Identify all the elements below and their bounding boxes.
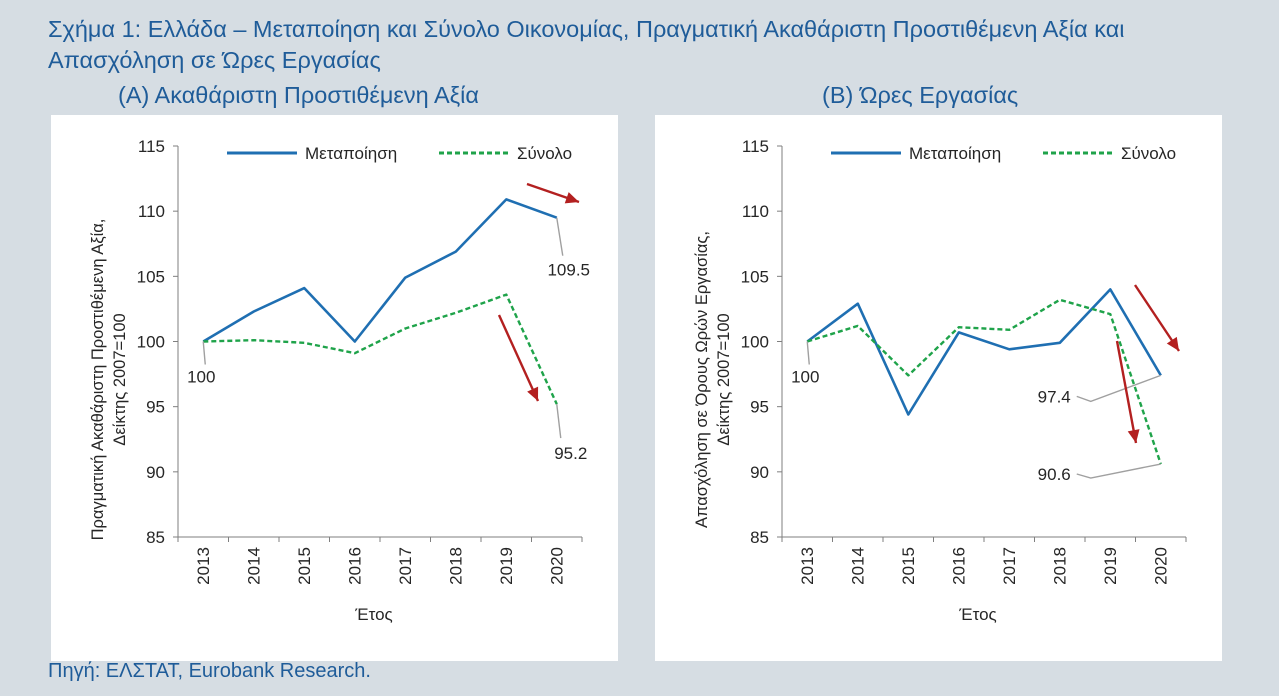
annotation-leader [556,403,562,439]
trend-arrow-shaft [497,314,540,402]
annotation-label: 100 [791,368,819,387]
y-axis-title-line: Δείκτης 2007=100 [111,313,129,445]
annotation-label: 100 [187,368,215,387]
y-axis-title-line: Πραγματική Ακαθάριστη Προστιθέμενη Αξία, [89,219,107,541]
annotation-leader [1076,374,1161,403]
x-tick-label: 2015 [295,547,314,585]
panel-b-title: (Β) Ώρες Εργασίας [822,82,1019,108]
trend-arrow-head [527,386,539,401]
x-tick-label: 2018 [1050,547,1069,585]
y-tick-label: 115 [138,137,165,156]
x-tick-label: 2017 [396,547,415,585]
y-tick-label: 85 [146,528,165,547]
x-tick-label: 2017 [1000,547,1019,585]
x-axis-title: Έτος [958,605,996,624]
legend-label: Σύνολο [1121,144,1176,163]
legend-label: Μεταποίηση [909,144,1001,163]
y-tick-label: 105 [137,267,165,286]
x-tick-label: 2013 [194,547,213,585]
x-tick-label: 2014 [848,547,867,585]
series-line-manufacturing [202,198,558,343]
y-tick-label: 100 [137,333,165,352]
x-tick-label: 2015 [899,547,918,585]
x-tick-label: 2020 [1151,547,1170,585]
series-line-total [203,293,558,405]
series-line-total [806,298,1162,465]
x-tick-label: 2020 [547,547,566,585]
chart-b-svg: 85 90 95 100 105 110 115 2013 2014 2015 2016 2017 20… [693,137,1187,624]
x-tick-label: 2014 [244,547,263,585]
chart-a-svg: 85 90 95 100 105 110 115 2013 2014 2015 2016 2017 20… [89,137,590,624]
y-tick-label: 110 [138,202,165,221]
y-tick-label: 115 [742,137,769,156]
x-tick-label: 2018 [446,547,465,585]
y-tick-label: 85 [750,528,769,547]
annotation-label: 97.4 [1038,387,1071,406]
x-tick-label: 2013 [798,547,817,585]
trend-arrow-head [1166,336,1179,351]
annotation-leader [556,217,564,256]
source-note: Πηγή: ΕΛΣΤΑΤ, Eurobank Research. [48,660,371,682]
annotation-leader [806,341,810,365]
series-line-manufacturing [806,288,1162,416]
y-tick-label: 90 [750,463,769,482]
legend-label: Μεταποίηση [305,144,397,163]
figure-title: Σχήμα 1: Ελλάδα – Μεταποίηση και Σύνολο … [48,16,1125,73]
trend-arrow-head [1127,429,1140,443]
y-tick-label: 95 [146,398,165,417]
trend-arrow-head [564,192,579,204]
annotation-label: 95.2 [554,444,587,463]
y-tick-label: 90 [146,463,165,482]
x-tick-label: 2016 [345,547,364,585]
x-tick-label: 2016 [949,547,968,585]
panel-a: 85 90 95 100 105 110 115 2013 2014 2015 2016 2017 20… [51,115,618,661]
x-tick-label: 2019 [497,547,516,585]
panel-b: 85 90 95 100 105 110 115 2013 2014 2015 2016 2017 20… [655,115,1222,661]
legend-label: Σύνολο [517,144,572,163]
annotation-label: 109.5 [547,261,590,280]
trend-arrow-shaft [1134,284,1180,352]
annotation-leader [202,341,206,365]
y-axis-title-line: Απασχόληση σε Όρους Ωρών Εργασίας, [693,231,711,528]
y-tick-label: 105 [741,267,769,286]
annotation-label: 90.6 [1038,465,1071,484]
y-tick-label: 95 [750,398,769,417]
panel-a-title: (Α) Ακαθάριστη Προστιθέμενη Αξία [118,82,479,108]
trend-arrow-shaft [1115,340,1138,444]
y-axis-title-line: Δείκτης 2007=100 [715,313,733,445]
x-tick-label: 2019 [1101,547,1120,585]
y-tick-label: 110 [742,202,769,221]
y-tick-label: 100 [741,333,769,352]
x-axis-title: Έτος [354,605,392,624]
annotation-leader [1076,463,1161,479]
